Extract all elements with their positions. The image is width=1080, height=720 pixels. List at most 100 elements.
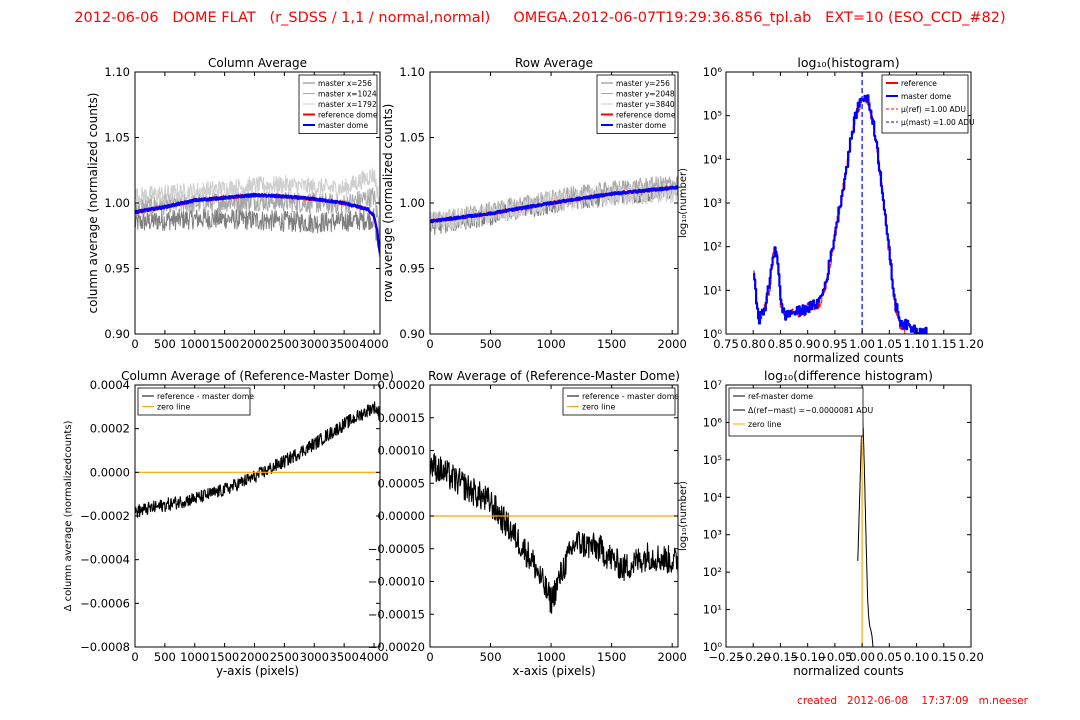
x-tick-label: 4000 (359, 650, 388, 664)
y-tick-label: 10⁷ (703, 378, 723, 392)
legend-box (137, 387, 251, 416)
y-axis-label: log₁₀(number) (678, 168, 689, 238)
legend-label: reference (901, 79, 937, 88)
chart-rowdiff: 0 500 1000 1500 2000 −0.00020 −0.00015 −0.00010… (368, 369, 687, 678)
y-tick-label: 10⁴ (703, 490, 723, 504)
chart-title: log₁₀(difference histogram) (764, 368, 933, 383)
y-tick-label: 0.95 (104, 262, 130, 276)
x-tick-label: 1500 (210, 337, 239, 351)
y-tick-label: 0.0002 (90, 422, 130, 436)
x-tick-label: 0.85 (768, 337, 794, 351)
y-tick-label: −0.0008 (80, 640, 130, 654)
y-tick-label: 10⁴ (703, 152, 723, 166)
x-tick-label: 2000 (240, 337, 269, 351)
y-tick-label: −0.0004 (80, 553, 130, 567)
y-tick-label: 1.10 (399, 65, 425, 79)
x-axis-label: x-axis (pixels) (512, 664, 595, 678)
x-tick-label: 0.10 (904, 650, 930, 664)
y-tick-label: −0.00015 (368, 607, 425, 621)
y-tick-label: 1.05 (104, 131, 130, 145)
legend-box (562, 387, 676, 416)
x-axis-label: normalized counts (793, 664, 904, 678)
x-tick-label: 0.95 (822, 337, 848, 351)
x-tick-label: 500 (154, 337, 176, 351)
x-tick-label: 0 (131, 650, 138, 664)
y-tick-label: 0.95 (399, 262, 425, 276)
x-tick-label: 0.00 (849, 650, 875, 664)
legend: reference master dome μ(ref) =1.00 ADU μ(ma… (881, 74, 975, 134)
y-tick-label: 10⁵ (703, 109, 723, 123)
y-tick-label: 10² (703, 565, 722, 579)
chart-title: Row Average of (Reference-Master Dome) (428, 369, 680, 383)
series-master-x-256 (135, 208, 380, 257)
y-tick-label: 10³ (703, 196, 723, 210)
series-master-dome (753, 94, 928, 334)
x-tick-label: 0 (131, 337, 138, 351)
legend-label: Δ(ref−mast) =−0.0000081 ADU (748, 406, 874, 415)
y-tick-label: 10⁶ (703, 65, 723, 79)
y-tick-label: 10⁶ (703, 415, 723, 429)
legend-label: reference dome (616, 111, 676, 120)
x-tick-label: 1000 (180, 337, 209, 351)
y-tick-label: 0.00015 (377, 411, 425, 425)
x-tick-label: 1000 (536, 650, 565, 664)
y-tick-label: 10⁰ (703, 327, 723, 341)
x-tick-label: −0.20 (736, 650, 771, 664)
x-tick-label: 1500 (597, 337, 626, 351)
y-tick-label: 1.10 (104, 65, 130, 79)
x-tick-label: −0.05 (817, 650, 852, 664)
chart-coldiff: 0 500 1000 1500 2000 2500 3000 3500 4000 −0.0008 −… (63, 369, 394, 678)
legend-label: master x=1792 (318, 100, 377, 109)
y-tick-label: 10¹ (703, 283, 722, 297)
legend-box (881, 74, 969, 134)
x-tick-label: 0.05 (877, 650, 903, 664)
x-tick-label: 1500 (210, 650, 239, 664)
chart-title: Column Average of (Reference-Master Dome… (121, 369, 394, 383)
chart-title: log₁₀(histogram) (797, 55, 899, 70)
x-tick-label: 2500 (270, 650, 299, 664)
x-tick-label: −0.25 (708, 650, 743, 664)
chart-colavg: 0 500 1000 1500 2000 2500 3000 3500 4000 0.90 0.95… (86, 56, 389, 351)
legend-label: reference - master dome (582, 392, 679, 401)
x-tick-label: 1000 (180, 650, 209, 664)
x-tick-label: 3000 (300, 650, 329, 664)
legend-label: reference - master dome (157, 392, 254, 401)
y-tick-label: 0.00005 (377, 476, 425, 490)
legend-label: master y=256 (616, 79, 670, 88)
legend-label: μ(ref) =1.00 ADU (901, 105, 966, 114)
chart-title: Row Average (515, 56, 593, 70)
coldiff-plot-area (135, 401, 380, 518)
x-tick-label: 4000 (359, 337, 388, 351)
legend-label: master dome (318, 121, 368, 130)
legend-label: zero line (157, 403, 190, 412)
x-tick-label: 500 (480, 650, 502, 664)
x-tick-label: −0.10 (790, 650, 825, 664)
x-tick-label: 500 (480, 337, 502, 351)
y-axis-label: Δ column average (normalizedcounts) (63, 420, 74, 611)
y-tick-label: −0.0006 (80, 596, 130, 610)
x-axis-label: y-axis (pixels) (216, 664, 299, 678)
series-master-x-1792 (135, 167, 380, 206)
y-tick-label: 10² (703, 240, 722, 254)
y-tick-label: 10³ (703, 528, 723, 542)
y-axis-label: row average (normalized counts) (381, 104, 395, 303)
x-tick-label: 1.00 (849, 337, 875, 351)
x-tick-label: 1.10 (904, 337, 930, 351)
hist-plot-area (753, 72, 928, 334)
rowavg-plot-area (430, 175, 678, 236)
x-axis-label: normalized counts (793, 351, 904, 365)
y-tick-label: 0.90 (104, 327, 130, 341)
y-tick-label: 0.0000 (90, 465, 130, 479)
legend-label: master dome (901, 92, 951, 101)
y-tick-label: 1.05 (399, 131, 425, 145)
x-tick-label: 3000 (300, 337, 329, 351)
x-tick-label: 1.20 (958, 337, 984, 351)
legend-box (728, 387, 864, 437)
x-tick-label: 0 (426, 337, 433, 351)
x-tick-label: 2000 (658, 650, 687, 664)
y-tick-label: −0.0002 (80, 509, 130, 523)
y-tick-label: −0.00020 (368, 640, 425, 654)
y-axis-label: log₁₀(number) (678, 481, 689, 551)
